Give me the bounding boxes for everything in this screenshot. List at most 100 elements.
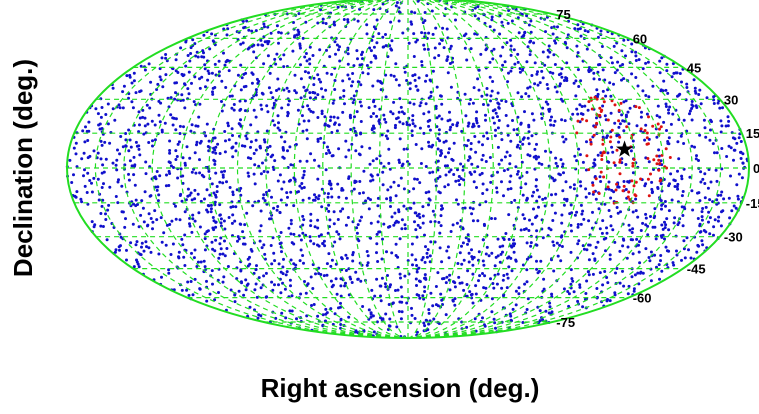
data-point (532, 190, 536, 194)
data-point (227, 138, 231, 142)
data-point (124, 144, 128, 148)
data-point (423, 19, 427, 23)
data-point (326, 195, 330, 199)
data-point (75, 165, 79, 169)
data-point (285, 203, 288, 207)
data-point (137, 110, 141, 114)
data-point (563, 119, 567, 123)
data-point (627, 223, 631, 227)
data-point (591, 183, 595, 187)
data-point (600, 154, 604, 158)
data-point (181, 243, 185, 247)
data-point (644, 212, 648, 216)
data-point (262, 193, 266, 197)
data-point (546, 48, 550, 52)
data-point (471, 101, 475, 105)
data-point (260, 107, 264, 111)
data-point (212, 228, 216, 232)
data-point (534, 154, 538, 158)
data-point (626, 195, 630, 199)
data-point (386, 188, 390, 192)
data-point (137, 225, 141, 229)
data-point (127, 172, 130, 176)
data-point (605, 136, 609, 139)
data-point (613, 71, 617, 75)
data-point (218, 242, 222, 246)
data-point (189, 280, 193, 283)
data-point (124, 138, 128, 142)
data-point (338, 237, 342, 241)
data-point (600, 231, 604, 235)
data-point (409, 206, 413, 210)
data-point (478, 203, 482, 207)
data-point (344, 196, 348, 200)
data-point (485, 87, 489, 90)
data-point (616, 60, 620, 64)
data-point (153, 209, 157, 213)
data-point (354, 180, 358, 184)
data-point (196, 192, 200, 196)
data-point (644, 123, 648, 127)
data-point (447, 151, 450, 155)
data-point (371, 84, 375, 88)
data-point (384, 312, 388, 316)
data-point (125, 248, 128, 252)
data-point (368, 46, 372, 50)
data-point (242, 72, 246, 76)
data-point (507, 265, 511, 269)
data-point (456, 168, 459, 172)
data-point (372, 45, 376, 49)
data-point (210, 32, 214, 36)
data-point (141, 206, 145, 210)
data-point (338, 96, 342, 100)
data-point (669, 172, 673, 176)
data-point (649, 172, 652, 176)
data-point (184, 64, 188, 68)
data-point (658, 71, 662, 75)
data-point (578, 285, 582, 289)
data-point (584, 187, 588, 191)
data-point (138, 153, 142, 157)
data-point (631, 171, 635, 175)
data-point (415, 284, 418, 287)
data-point (423, 11, 427, 14)
data-point (579, 34, 583, 38)
data-point (501, 278, 505, 282)
data-point (610, 99, 614, 103)
data-point (515, 133, 519, 137)
data-point (312, 83, 316, 87)
data-point (337, 306, 340, 310)
data-point (637, 106, 641, 110)
data-point (140, 241, 144, 245)
data-point (358, 100, 362, 104)
data-point (258, 229, 262, 233)
data-point (739, 140, 743, 143)
data-point (350, 142, 354, 146)
data-point (600, 108, 604, 112)
data-point (429, 220, 433, 224)
data-point (741, 161, 745, 165)
data-point (179, 167, 183, 171)
data-point (411, 263, 414, 267)
data-point (278, 173, 282, 177)
data-point (375, 41, 379, 45)
data-point (575, 210, 579, 214)
data-point (671, 112, 675, 116)
data-point (477, 88, 481, 92)
data-point (134, 140, 138, 144)
data-point (508, 180, 512, 184)
data-point (238, 123, 242, 126)
data-point (372, 54, 376, 58)
data-point (246, 47, 250, 51)
data-point (657, 168, 661, 172)
data-point (489, 99, 492, 103)
meridian-gridline (94, 0, 409, 338)
data-point (533, 147, 537, 151)
data-point (341, 79, 345, 83)
data-point (381, 237, 384, 241)
data-point (553, 178, 557, 182)
data-point (343, 102, 346, 106)
data-point (496, 237, 500, 241)
data-point (442, 46, 446, 50)
data-point (475, 186, 478, 189)
